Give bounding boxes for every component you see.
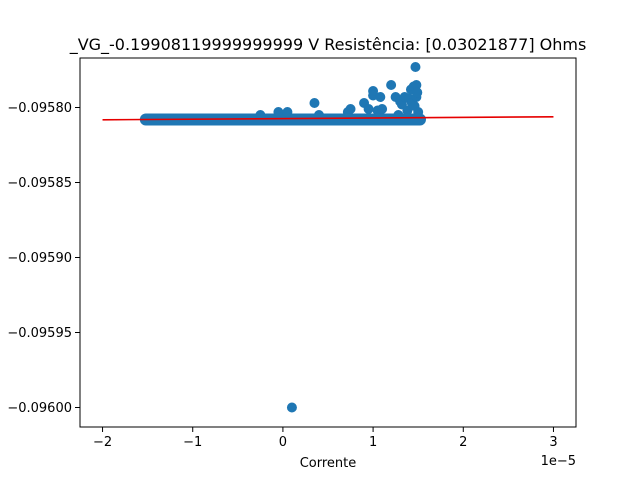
scatter-point bbox=[375, 92, 386, 102]
x-tick-label: −1 bbox=[183, 435, 202, 450]
scatter-point bbox=[273, 107, 284, 117]
axes-frame bbox=[79, 57, 577, 428]
x-axis-ticks: −2 −1 0 1 2 3 bbox=[93, 427, 558, 450]
y-tick-label: −0.09595 bbox=[7, 326, 72, 341]
scatter-point bbox=[413, 107, 424, 117]
scatter-point bbox=[410, 62, 421, 72]
y-tick-label: −0.09585 bbox=[7, 176, 72, 191]
scatter-points bbox=[169, 62, 424, 413]
scatter-point bbox=[386, 80, 397, 90]
x-tick-label: 1 bbox=[369, 435, 377, 450]
x-tick-label: −2 bbox=[93, 435, 112, 450]
fit-line-layer bbox=[102, 116, 554, 121]
y-tick-label: −0.09580 bbox=[7, 101, 72, 116]
scatter-point bbox=[412, 87, 423, 98]
x-tick-label: 3 bbox=[549, 435, 557, 450]
x-axis-label: Corrente bbox=[300, 456, 357, 471]
scatter-point bbox=[255, 110, 266, 120]
y-axis-ticks: −0.09580 −0.09585 −0.09590 −0.09595 −0.09600 bbox=[7, 101, 80, 416]
scatter-point bbox=[345, 104, 356, 114]
scatter-point bbox=[402, 105, 413, 116]
y-tick-label: −0.09600 bbox=[7, 401, 72, 416]
scatter-point bbox=[309, 98, 320, 108]
plot-area bbox=[79, 57, 577, 428]
y-tick-label: −0.09590 bbox=[7, 251, 72, 266]
scatter-point bbox=[286, 402, 297, 413]
x-offset-label: 1e−5 bbox=[541, 454, 576, 469]
scatter-point bbox=[377, 104, 388, 114]
chart-title: _VG_-0.19908119999999999 V Resistência: … bbox=[69, 35, 587, 55]
x-tick-label: 2 bbox=[459, 435, 467, 450]
scatter-point bbox=[282, 107, 293, 117]
fit-line bbox=[102, 116, 554, 121]
x-tick-label: 0 bbox=[279, 435, 287, 450]
scatter-point bbox=[363, 104, 374, 114]
scatter-point bbox=[411, 80, 422, 90]
scatter-point bbox=[313, 110, 324, 120]
